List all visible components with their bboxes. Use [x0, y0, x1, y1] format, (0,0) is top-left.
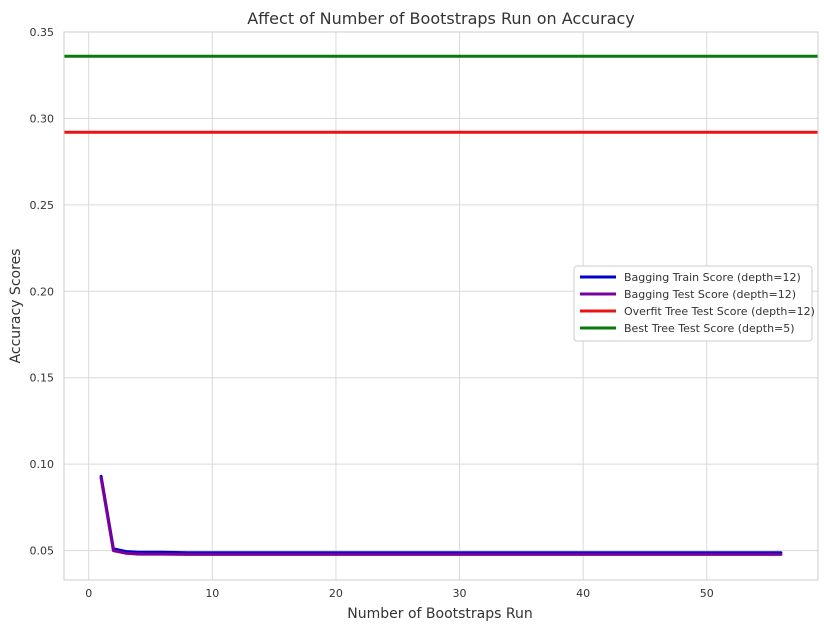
series-layer	[64, 54, 818, 556]
legend-items: Bagging Train Score (depth=12) Bagging Te…	[580, 271, 815, 335]
y-tick-label: 0.15	[30, 372, 55, 385]
y-axis-label: Accuracy Scores	[8, 249, 24, 364]
chart-title: Affect of Number of Bootstraps Run on Ac…	[247, 9, 635, 28]
x-tick-label: 40	[576, 587, 590, 600]
legend: Bagging Train Score (depth=12) Bagging Te…	[573, 265, 815, 342]
legend-box	[573, 265, 813, 342]
legend-label: Bagging Test Score (depth=12)	[624, 288, 796, 301]
series-line-1	[99, 476, 783, 556]
x-tick-labels: 0 10 20 30 40 50	[85, 587, 714, 600]
y-tick-labels: 0.05 0.10 0.15 0.20 0.25 0.30 0.35	[30, 26, 55, 558]
series-line-0	[99, 474, 783, 555]
y-tick-label: 0.20	[30, 285, 55, 298]
x-tick-label: 30	[453, 587, 467, 600]
x-tick-label: 20	[329, 587, 343, 600]
y-tick-label: 0.30	[30, 112, 55, 125]
y-tick-label: 0.10	[30, 458, 55, 471]
y-tick-label: 0.05	[30, 545, 55, 558]
legend-label: Best Tree Test Score (depth=5)	[624, 322, 795, 335]
x-axis-label: Number of Bootstraps Run	[347, 606, 532, 622]
y-tick-label: 0.25	[30, 199, 55, 212]
plot-frame	[63, 31, 819, 581]
legend-label: Bagging Train Score (depth=12)	[624, 271, 801, 284]
y-tick-label: 0.35	[30, 26, 55, 39]
x-tick-label: 0	[85, 587, 92, 600]
x-tick-label: 10	[205, 587, 219, 600]
legend-label: Overfit Tree Test Score (depth=12)	[624, 305, 815, 318]
x-tick-label: 50	[700, 587, 714, 600]
